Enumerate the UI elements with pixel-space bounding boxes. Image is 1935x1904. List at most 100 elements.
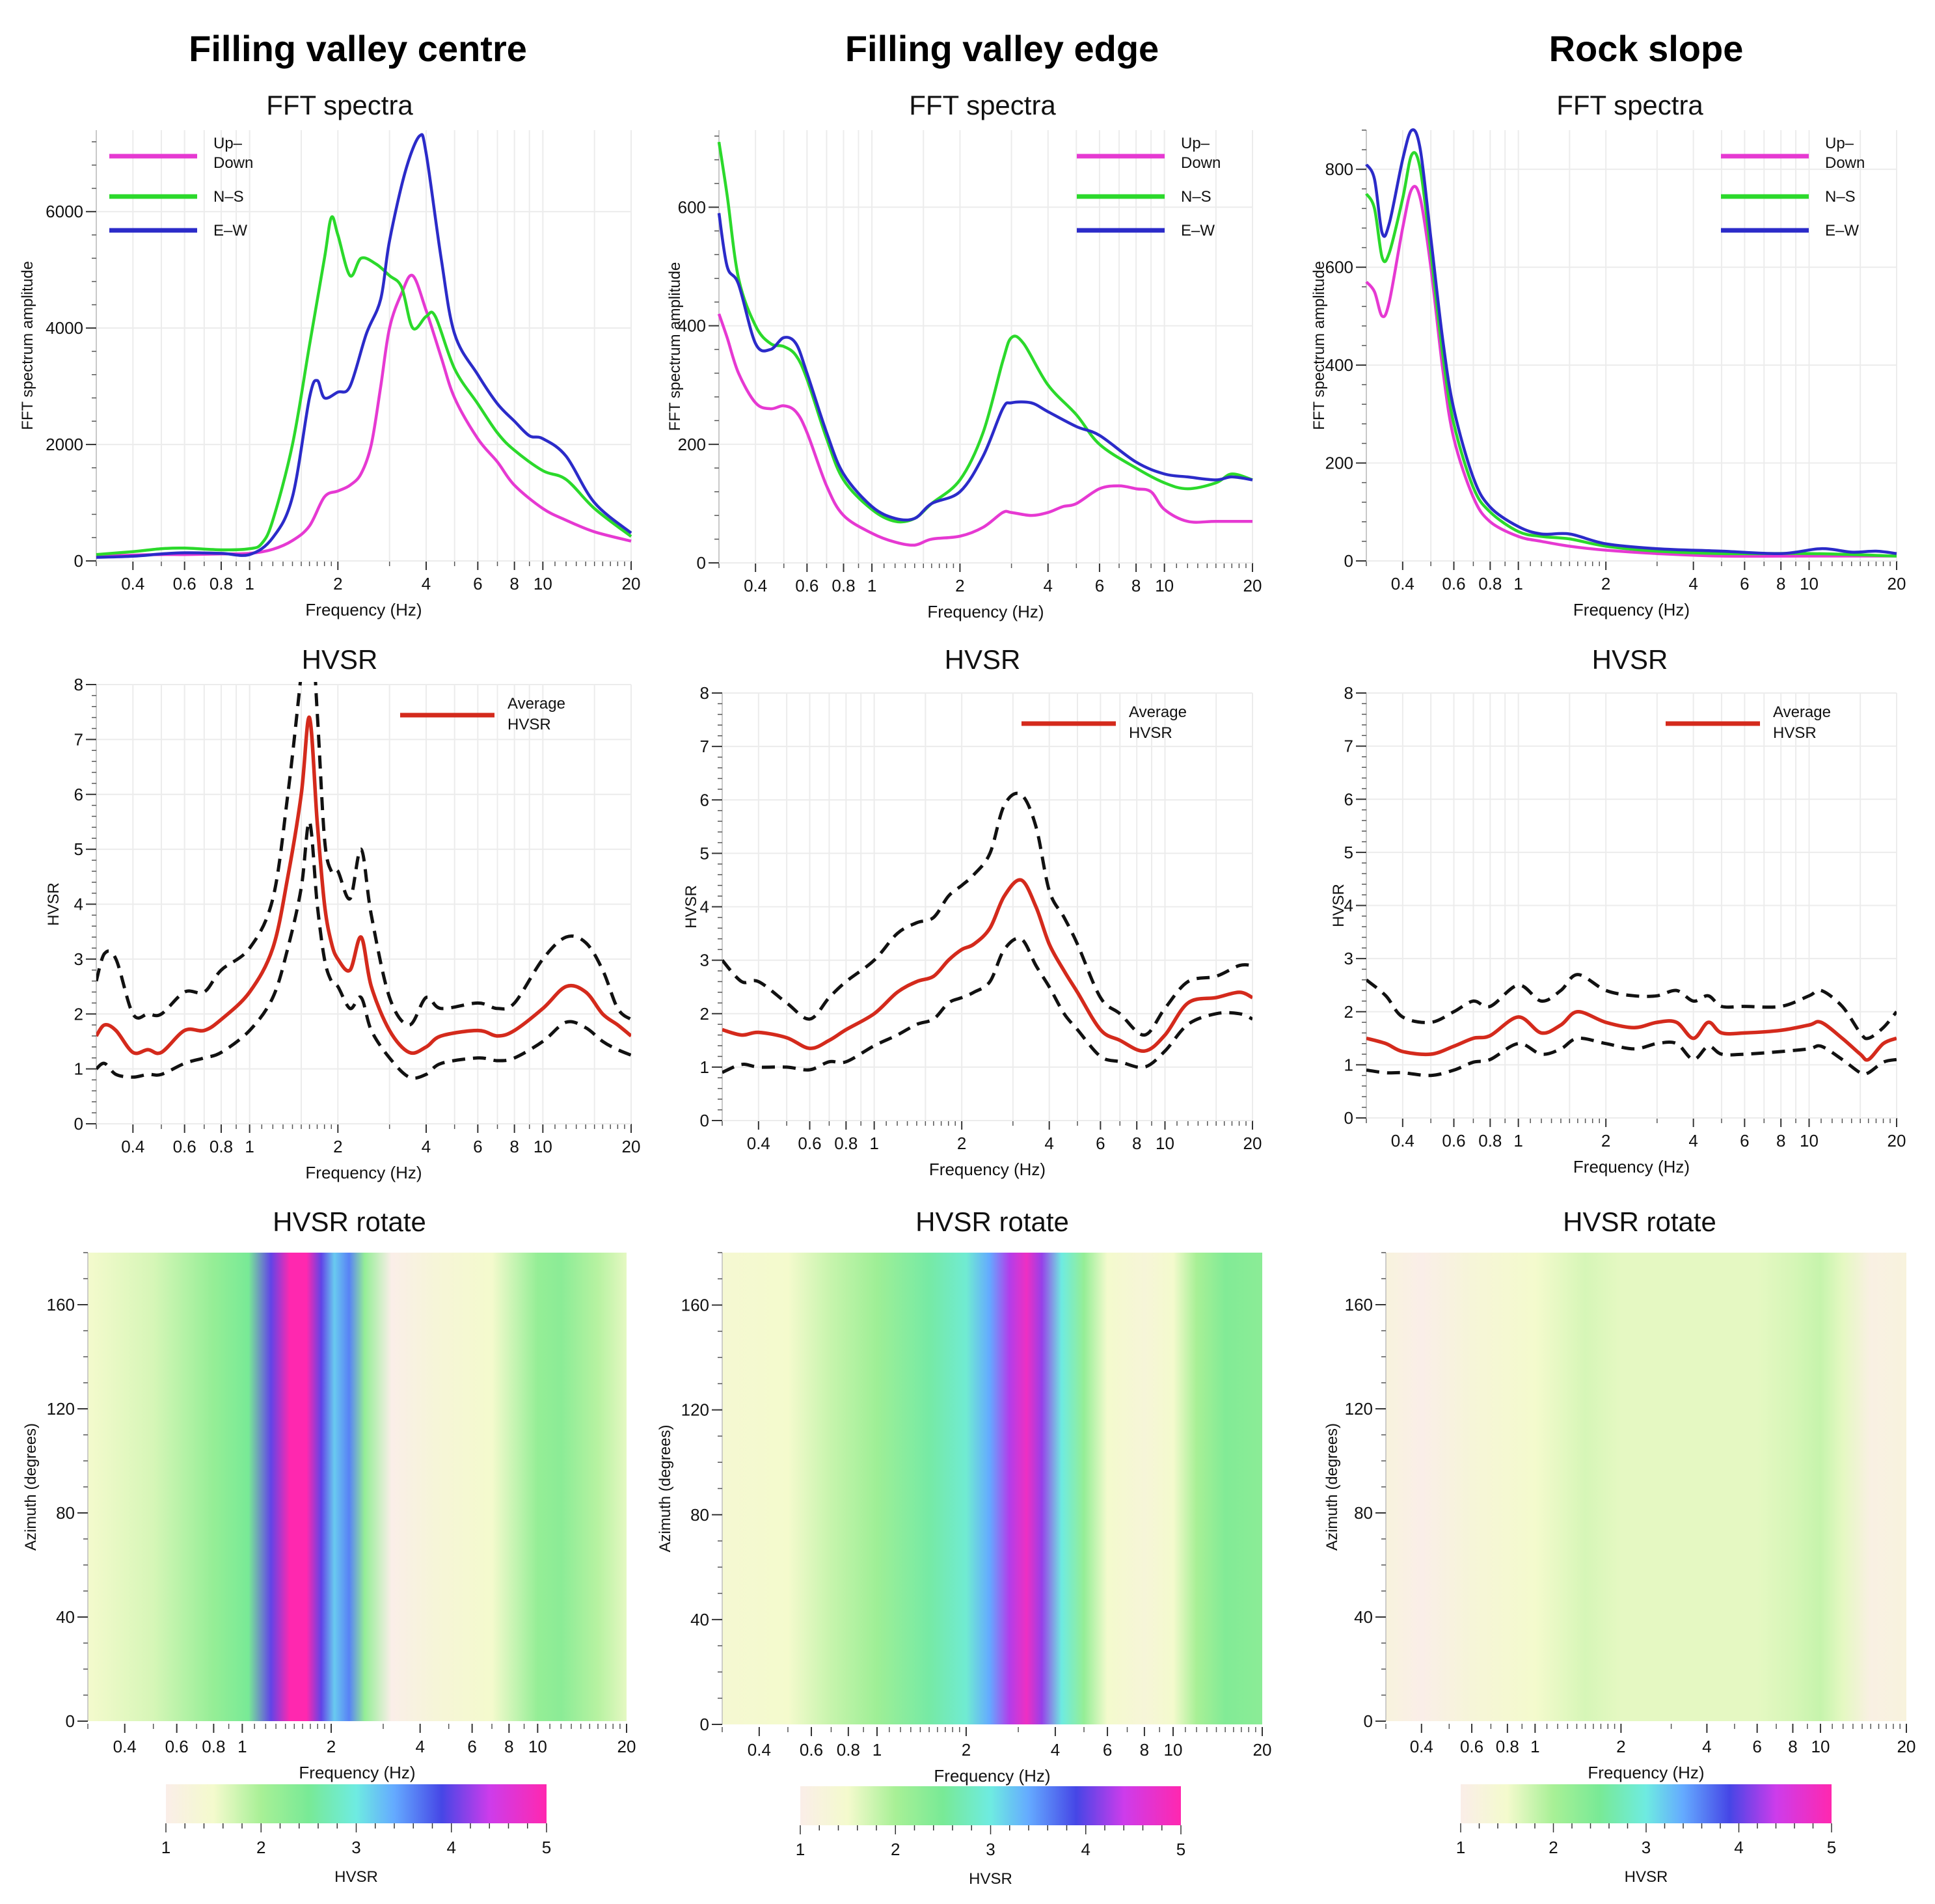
column-title-3: Rock slope (1549, 28, 1744, 69)
fft-series-line (1365, 151, 1897, 558)
fft-series-line (1365, 185, 1897, 558)
colorbar (800, 1786, 1181, 1825)
fft-title: FFT spectra (266, 90, 413, 120)
x-tick-label: 6 (473, 1137, 482, 1156)
colorbar (1461, 1784, 1832, 1823)
y-tick-label: 2 (74, 1004, 83, 1024)
x-tick-label: 0.4 (113, 1737, 137, 1756)
hvsr-plot-area (96, 682, 631, 1080)
y-axis-label: FFT spectrum amplitude (666, 262, 684, 431)
x-tick-label: 2 (1601, 1131, 1610, 1150)
legend-label: N–S (213, 188, 244, 206)
legend-label: E–W (1181, 222, 1215, 239)
y-tick-label: 800 (1325, 159, 1353, 179)
legend-label: E–W (213, 222, 247, 239)
x-tick-label: 8 (504, 1737, 513, 1756)
y-axis-label: Azimuth (degrees) (1323, 1423, 1341, 1551)
y-tick-label: 0 (1364, 1711, 1373, 1731)
x-tick-label: 1 (873, 1740, 882, 1760)
hvsr-title: HVSR (1592, 644, 1668, 675)
y-tick-label: 0 (74, 1114, 83, 1134)
x-tick-label: 10 (534, 1137, 552, 1156)
y-axis-label: Azimuth (degrees) (656, 1424, 674, 1552)
x-axis-label: Frequency (Hz) (934, 1766, 1050, 1786)
y-tick-label: 400 (678, 316, 706, 336)
x-axis-label: Frequency (Hz) (1573, 1157, 1690, 1176)
x-tick-label: 6 (1752, 1737, 1761, 1756)
y-tick-label: 120 (681, 1400, 709, 1420)
x-tick-label: 0.8 (832, 576, 855, 595)
y-tick-label: 5 (1344, 843, 1353, 862)
y-tick-label: 2 (1344, 1002, 1353, 1022)
x-tick-label: 20 (1897, 1737, 1916, 1756)
legend-label: Up– (213, 135, 243, 152)
legend-label: E–W (1825, 222, 1859, 239)
legend-label: Average (1129, 703, 1187, 721)
colorbar-tick-label: 1 (161, 1838, 170, 1857)
x-tick-label: 2 (957, 1134, 966, 1153)
y-axis-label: Azimuth (degrees) (22, 1423, 40, 1551)
legend-label: Down (213, 154, 253, 172)
hvsr-plot-area (1366, 973, 1897, 1078)
x-tick-label: 0.6 (173, 574, 196, 593)
colorbar-tick-label: 2 (891, 1840, 900, 1859)
x-tick-label: 4 (415, 1737, 424, 1756)
hvsr-lower-bound (96, 820, 631, 1080)
x-tick-label: 8 (1776, 1131, 1785, 1150)
x-tick-label: 6 (1103, 1740, 1112, 1760)
legend-label: HVSR (1773, 724, 1817, 742)
y-tick-label: 8 (700, 683, 709, 703)
y-tick-label: 1 (74, 1059, 83, 1079)
y-tick-label: 160 (681, 1296, 709, 1315)
y-axis-label: HVSR (45, 882, 62, 926)
legend-label: HVSR (1129, 724, 1172, 742)
colorbar (166, 1784, 547, 1823)
hvsr-title: HVSR (945, 644, 1021, 675)
hvsr-title: HVSR (302, 644, 378, 675)
x-tick-label: 20 (1243, 1134, 1262, 1153)
y-tick-label: 160 (1345, 1295, 1373, 1314)
x-tick-label: 0.6 (1442, 1131, 1465, 1150)
y-tick-label: 40 (56, 1607, 75, 1627)
rotate-heatmap (88, 1253, 627, 1721)
x-tick-label: 0.4 (747, 1134, 770, 1153)
rotate-heatmap (1386, 1253, 1906, 1721)
y-tick-label: 0 (66, 1711, 75, 1731)
y-tick-label: 3 (74, 949, 83, 969)
x-tick-label: 1 (245, 574, 254, 593)
x-tick-label: 6 (1740, 574, 1749, 593)
x-tick-label: 0.4 (121, 574, 144, 593)
y-tick-label: 8 (74, 675, 83, 694)
fft-series-line (96, 215, 632, 556)
hvsr-average-line (96, 715, 631, 1055)
column-title-1: Filling valley centre (189, 28, 527, 69)
legend-label: Up– (1181, 135, 1210, 152)
colorbar-tick-label: 3 (986, 1840, 995, 1859)
x-tick-label: 10 (1156, 1134, 1174, 1153)
x-tick-label: 10 (1800, 574, 1819, 593)
column-title-2: Filling valley edge (845, 28, 1159, 69)
x-tick-label: 20 (622, 574, 641, 593)
x-tick-label: 4 (1044, 1134, 1053, 1153)
y-tick-label: 5 (74, 839, 83, 859)
colorbar-label: HVSR (334, 1868, 378, 1886)
x-tick-label: 0.8 (1478, 1131, 1502, 1150)
x-tick-label: 1 (867, 576, 876, 595)
x-tick-label: 4 (1044, 576, 1053, 595)
y-tick-label: 200 (678, 435, 706, 454)
x-tick-label: 8 (509, 1137, 519, 1156)
x-tick-label: 0.8 (210, 1137, 233, 1156)
x-tick-label: 2 (962, 1740, 971, 1760)
x-axis-label: Frequency (Hz) (305, 600, 422, 619)
x-tick-label: 20 (1253, 1740, 1272, 1760)
x-tick-label: 1 (1513, 574, 1522, 593)
hvsr-plot-area (722, 791, 1252, 1074)
fft-series-line (717, 213, 1253, 522)
x-tick-label: 4 (1688, 574, 1698, 593)
y-tick-label: 6000 (46, 202, 83, 221)
colorbar-tick-label: 3 (351, 1838, 360, 1857)
y-tick-label: 0 (700, 1111, 709, 1130)
y-tick-label: 0 (700, 1715, 709, 1734)
x-tick-label: 1 (869, 1134, 878, 1153)
